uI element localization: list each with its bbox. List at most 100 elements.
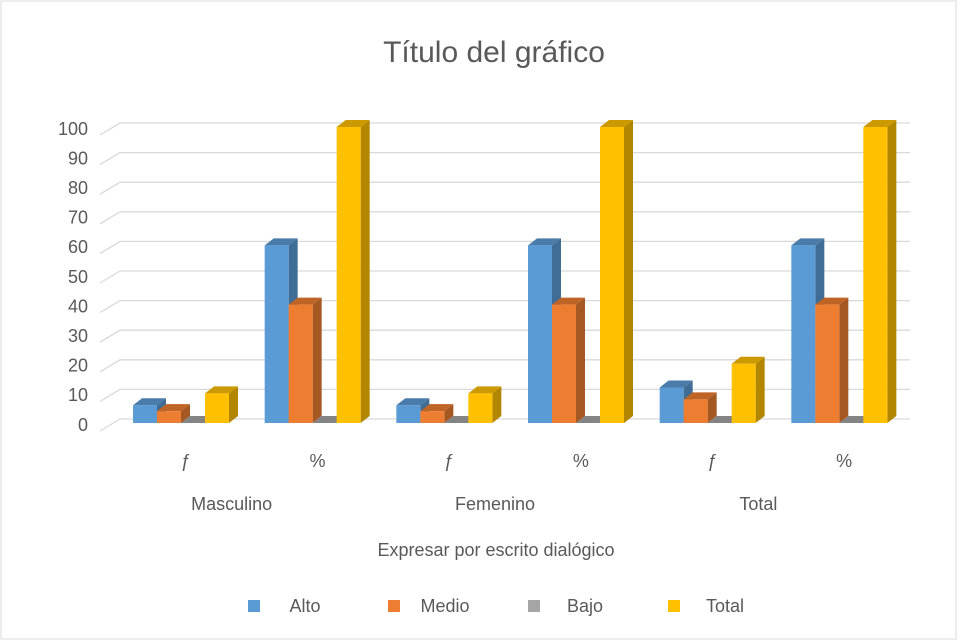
bar-front: [264, 245, 289, 423]
x-tick-label: %: [573, 451, 589, 471]
bar-top: [468, 386, 502, 394]
bar: [205, 386, 238, 423]
bar-front: [133, 405, 157, 423]
grid-line: [99, 181, 910, 195]
bar-front: [659, 387, 684, 423]
bar-top: [863, 120, 897, 127]
bar-top: [683, 392, 717, 400]
y-tick-label: 40: [68, 296, 88, 316]
bar-front: [600, 127, 624, 423]
chart-title: Título del gráfico: [383, 36, 605, 69]
bar-front: [683, 399, 708, 423]
bar-top: [133, 398, 166, 406]
x-group-label: Total: [739, 494, 777, 514]
bar-top: [731, 356, 765, 364]
y-tick-label: 20: [68, 356, 88, 376]
bar-front: [815, 304, 840, 423]
bar-side: [707, 392, 717, 423]
bar: [420, 404, 454, 423]
y-tick-label: 50: [68, 267, 88, 287]
bar: [336, 120, 370, 423]
bar: [731, 356, 765, 423]
bar-front: [468, 393, 493, 423]
x-tick-label: %: [309, 451, 325, 471]
bar: [552, 297, 585, 423]
x-tick-label: ƒ: [181, 451, 191, 471]
bar-front: [528, 245, 552, 423]
x-axis-title: Expresar por escrito dialógico: [377, 540, 614, 560]
grid-line: [99, 329, 910, 343]
bar: [157, 404, 190, 423]
bar-top: [600, 120, 633, 127]
bar-front: [791, 245, 816, 423]
grid-line: [99, 211, 910, 225]
bar-side: [444, 404, 454, 423]
bar-top: [815, 297, 849, 305]
y-tick-label: 70: [68, 208, 88, 228]
bar: [288, 297, 322, 423]
y-tick-label: 0: [78, 415, 88, 435]
bar-side: [181, 404, 190, 423]
legend-label: Bajo: [567, 596, 603, 616]
x-tick-label: ƒ: [707, 451, 717, 471]
y-tick-label: 100: [58, 119, 88, 139]
bar-top: [791, 238, 825, 246]
bar-side: [887, 120, 897, 423]
legend-swatch: [248, 600, 260, 612]
bar-top: [659, 380, 693, 388]
bar: [863, 120, 897, 423]
bar-side: [312, 297, 322, 423]
bar-front: [205, 393, 229, 423]
grid-line: [99, 240, 910, 254]
y-tick-label: 10: [68, 385, 88, 405]
bar-side: [576, 297, 585, 423]
grid-line: [99, 122, 910, 136]
grid-line: [99, 151, 910, 166]
grid-line: [99, 270, 910, 284]
bar-front: [420, 411, 445, 423]
legend-label: Medio: [420, 596, 469, 616]
bar-top: [288, 297, 322, 305]
bar-front: [288, 304, 313, 423]
x-tick-label: ƒ: [444, 451, 454, 471]
y-tick-label: 30: [68, 326, 88, 346]
bar-top: [336, 120, 370, 127]
bar-front: [157, 411, 181, 423]
bar: [600, 120, 633, 423]
bar: [815, 297, 849, 423]
bar-front: [731, 363, 756, 423]
legend-swatch: [668, 600, 680, 612]
bar-side: [229, 386, 238, 423]
legend-label: Alto: [289, 596, 320, 616]
bar-top: [552, 297, 585, 305]
grid-line: [99, 359, 910, 373]
bar-top: [205, 386, 238, 394]
bar-top: [528, 238, 561, 246]
bar: [468, 386, 502, 423]
bar-side: [624, 120, 633, 423]
bar-side: [492, 386, 502, 423]
bar-top: [157, 404, 190, 412]
legend-label: Total: [706, 596, 744, 616]
grid-line: [99, 418, 910, 432]
y-tick-label: 60: [68, 237, 88, 257]
x-group-label: Femenino: [455, 494, 535, 514]
bar: [683, 392, 717, 423]
y-tick-label: 90: [68, 148, 88, 168]
bar-side: [839, 297, 849, 423]
bar-top: [396, 398, 430, 406]
bar-front: [863, 127, 888, 423]
x-tick-label: %: [836, 451, 852, 471]
bar-front: [336, 127, 361, 423]
grid-line: [99, 388, 910, 402]
bar-side: [360, 120, 370, 423]
bar-front: [552, 304, 576, 423]
legend-swatch: [388, 600, 400, 612]
bar-top: [420, 404, 454, 412]
x-group-label: Masculino: [191, 494, 272, 514]
grid-line: [99, 299, 910, 314]
legend-swatch: [528, 600, 540, 612]
bar-front: [396, 405, 421, 423]
